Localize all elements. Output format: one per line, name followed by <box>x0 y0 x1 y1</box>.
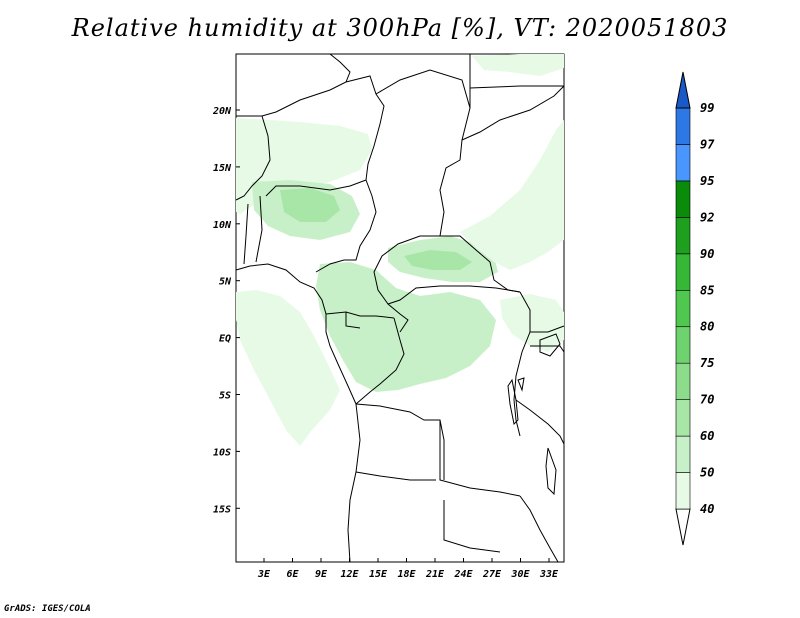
colorbar-segment <box>675 217 691 255</box>
colorbar-label: 95 <box>700 174 714 188</box>
lon-tick-label: 9E <box>315 569 328 580</box>
colorbar-label: 99 <box>700 101 714 115</box>
humidity-region-nigeria-core <box>280 188 340 222</box>
country-borders <box>235 53 565 563</box>
lon-tick-label: 21E <box>425 569 445 580</box>
map-title: Relative humidity at 300hPa [%], VT: 202… <box>71 14 729 42</box>
colorbar-label: 60 <box>700 429 714 443</box>
humidity-region-gulf <box>236 290 340 446</box>
lat-tick-label: 5N <box>219 277 232 288</box>
lon-tick-label: 3E <box>257 569 271 580</box>
humidity-region-north-top <box>472 54 564 76</box>
lon-tick-label: 6E <box>286 569 299 580</box>
lon-tick-label: 18E <box>397 569 416 580</box>
lat-tick-label: 5S <box>219 391 231 402</box>
colorbar-label: 97 <box>700 137 715 151</box>
lon-tick-label: 30E <box>510 569 530 580</box>
lon-tick-label: 15E <box>369 569 388 580</box>
latitude-axis: 20N 15N 10N 5N EQ 5S 10S 15S <box>212 106 240 515</box>
colorbar-label: 40 <box>700 502 714 516</box>
lat-tick-label: 10N <box>213 220 232 231</box>
colorbar-segment <box>675 399 691 437</box>
colorbar-label: 80 <box>700 320 714 334</box>
colorbar-segment <box>675 326 691 364</box>
credit-text: GrADS: IGES/COLA <box>4 604 91 614</box>
lon-tick-label: 24E <box>453 569 473 580</box>
humidity-region-car-core <box>404 250 472 270</box>
colorbar-segment <box>675 144 691 182</box>
lat-tick-label: 20N <box>212 106 232 117</box>
humidity-region-sudan <box>460 120 564 270</box>
lakes <box>507 333 561 496</box>
map-panel <box>235 53 565 563</box>
lon-tick-label: 12E <box>340 569 359 580</box>
colorbar-min-triangle <box>675 508 691 546</box>
longitude-axis: 3E 6E 9E 12E 15E 18E 21E 24E 27E 30E 33E <box>257 558 559 580</box>
lon-tick-label: 27E <box>482 569 502 580</box>
lat-tick-label: 10S <box>213 447 231 458</box>
colorbar-segment <box>675 107 691 145</box>
humidity-region-congo <box>316 262 496 392</box>
colorbar-label: 85 <box>700 283 714 297</box>
lat-tick-label: 15N <box>213 163 232 174</box>
colorbar-segment <box>675 289 691 328</box>
humidity-fill <box>236 54 564 446</box>
colorbar-segment <box>675 435 691 473</box>
colorbar-label: 92 <box>700 210 714 224</box>
colorbar-max-triangle <box>675 71 691 109</box>
colorbar-segment <box>675 253 691 291</box>
colorbar-label: 75 <box>700 356 714 370</box>
colorbar-label: 90 <box>700 247 714 261</box>
colorbar-segment <box>675 472 691 510</box>
lat-tick-label: EQ <box>219 334 231 345</box>
colorbar-label: 70 <box>700 393 714 407</box>
colorbar-segment <box>675 362 691 400</box>
lat-tick-label: 15S <box>213 504 231 515</box>
colorbar-segment <box>675 180 691 218</box>
colorbar-label: 50 <box>700 466 714 480</box>
lon-tick-label: 33E <box>539 569 559 580</box>
colorbar: 40 50 60 70 75 80 85 90 92 95 97 99 <box>675 71 715 546</box>
